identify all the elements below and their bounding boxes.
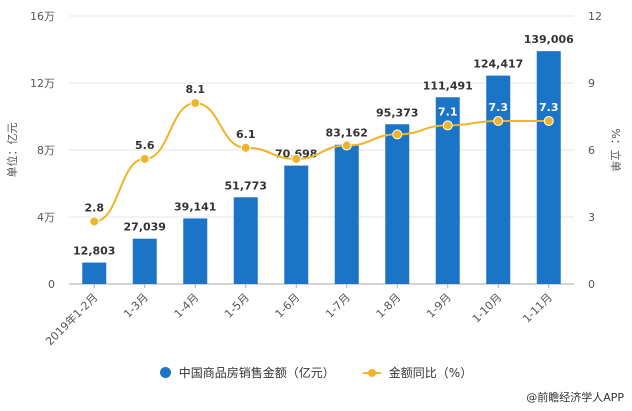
line-point: [190, 98, 201, 109]
x-tick-label: 1-5月: [222, 291, 252, 321]
line-label: 8.1: [186, 83, 206, 96]
bar-label: 27,039: [124, 221, 166, 234]
bar-label: 124,417: [473, 58, 523, 71]
x-tick-label: 1-8月: [374, 291, 404, 321]
x-tick-label: 1-3月: [121, 291, 151, 321]
line-label: 5.6: [135, 139, 155, 152]
line-point: [139, 153, 150, 164]
bar-label: 139,006: [524, 33, 574, 46]
line-point: [392, 129, 403, 140]
x-tick-label: 1-10月: [470, 291, 505, 326]
bar: [183, 218, 208, 284]
line-point: [89, 216, 100, 227]
y2-tick-label: 6: [588, 144, 595, 157]
bar: [385, 124, 410, 285]
bar-label: 111,491: [423, 79, 473, 92]
bar: [334, 144, 359, 284]
bar-label: 95,373: [376, 106, 418, 119]
x-tick-label: 1-4月: [172, 291, 202, 321]
line-point: [240, 142, 251, 153]
bar: [132, 238, 157, 284]
line-point: [493, 115, 504, 126]
y2-tick-label: 3: [588, 211, 595, 224]
y-tick-label: 12万: [30, 77, 55, 90]
line-label: 2.8: [85, 201, 105, 214]
line-point: [543, 115, 554, 126]
y2-tick-label: 0: [588, 278, 595, 291]
legend-line-icon: [362, 368, 381, 377]
y-tick-label: 4万: [37, 211, 55, 224]
legend-bar-icon: [159, 367, 171, 378]
y-tick-label: 8万: [37, 144, 55, 157]
bar: [486, 75, 511, 284]
legend: 中国商品房销售金额（亿元） 金额同比（%）: [0, 364, 632, 381]
y-tick-label: 0: [48, 278, 55, 291]
bar-label: 83,162: [326, 127, 368, 140]
line-point: [442, 120, 453, 131]
line-point: [291, 153, 302, 164]
legend-bar[interactable]: 中国商品房销售金额（亿元）: [159, 364, 335, 381]
bar: [82, 262, 107, 284]
x-tick-label: 1-11月: [520, 291, 555, 326]
bar: [284, 165, 309, 284]
source: @前瞻经济学人APP: [526, 391, 624, 404]
line-label: 7.1: [438, 105, 458, 118]
y-axis-label: 单位：亿元: [5, 123, 19, 178]
legend-line[interactable]: 金额同比（%）: [362, 364, 472, 381]
y2-tick-label: 12: [588, 10, 602, 23]
y2-axis-label: %：立单: [609, 128, 623, 171]
bar: [233, 197, 258, 284]
line-label: 7.3: [489, 101, 509, 114]
line-series: [94, 102, 549, 223]
bar: [536, 51, 561, 285]
bar-label: 51,773: [225, 179, 267, 192]
x-tick-label: 1-6月: [273, 291, 303, 321]
line-label: 6.1: [236, 128, 256, 141]
x-tick-label: 1-7月: [323, 291, 353, 321]
line-point: [341, 140, 352, 151]
y2-tick-label: 9: [588, 77, 595, 90]
y-tick-label: 16万: [30, 10, 55, 23]
bar-label: 12,803: [73, 245, 115, 258]
line-label: 7.3: [539, 101, 559, 114]
bar-label: 39,141: [174, 200, 216, 213]
x-tick-label: 2019年1-2月: [42, 290, 100, 348]
x-tick-label: 1-9月: [424, 291, 454, 321]
